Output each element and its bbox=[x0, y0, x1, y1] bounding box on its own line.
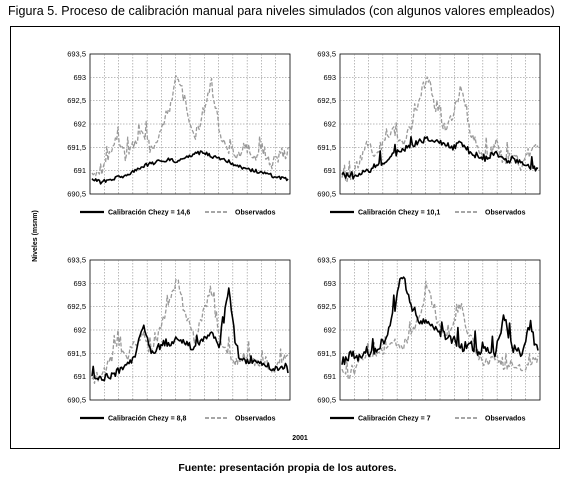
legend-observed-label: Observados bbox=[235, 210, 276, 217]
y-tick-label: 691 bbox=[73, 166, 86, 175]
series-simulated-line bbox=[91, 150, 289, 185]
legend-simulated-label: Calibración Chezy = 7 bbox=[358, 416, 431, 423]
y-tick-label: 692,5 bbox=[67, 96, 86, 105]
series-observed-line bbox=[341, 280, 539, 381]
y-tick-label: 692,5 bbox=[317, 302, 336, 311]
series-simulated-line bbox=[341, 136, 539, 180]
y-tick-label: 693 bbox=[73, 73, 86, 82]
y-tick-label: 692,5 bbox=[317, 96, 336, 105]
chart-panel-2: 693,5 693 692,5 692 691,5 691 690,5 Calibración… bbox=[317, 50, 541, 217]
y-tick-label: 690,5 bbox=[317, 396, 336, 405]
figure-frame bbox=[10, 26, 560, 449]
y-tick-label: 691,5 bbox=[67, 349, 86, 358]
y-tick-label: 692 bbox=[323, 326, 336, 335]
series-observed-line bbox=[91, 278, 289, 385]
legend-observed-label: Observados bbox=[235, 416, 276, 423]
chart-panel-1: 693,5 693 692,5 692 691,5 691 690,5 Calibración… bbox=[67, 50, 291, 217]
y-tick-label: 690,5 bbox=[67, 190, 86, 199]
chart-panel-3: 693,5 693 692,5 692 691,5 691 690,5 Calibración… bbox=[67, 256, 291, 423]
y-tick-label: 691,5 bbox=[67, 143, 86, 152]
y-tick-label: 693,5 bbox=[317, 50, 336, 59]
y-tick-label: 692 bbox=[73, 120, 86, 129]
figure-title: Figura 5. Proceso de calibración manual … bbox=[8, 4, 555, 18]
y-tick-label: 692 bbox=[73, 326, 86, 335]
legend-simulated-label: Calibración Chezy = 14,6 bbox=[108, 210, 190, 217]
y-tick-label: 692 bbox=[323, 120, 336, 129]
series-observed-line bbox=[341, 76, 539, 183]
y-tick-label: 690,5 bbox=[317, 190, 336, 199]
source-note: Fuente: presentación propia de los autor… bbox=[178, 462, 397, 474]
legend-observed-label: Observados bbox=[485, 210, 526, 217]
y-tick-label: 693 bbox=[323, 279, 336, 288]
y-tick-label: 691 bbox=[73, 372, 86, 381]
legend-observed-label: Observados bbox=[485, 416, 526, 423]
y-tick-label: 693,5 bbox=[67, 50, 86, 59]
series-simulated-line bbox=[341, 276, 539, 366]
y-tick-label: 692,5 bbox=[67, 302, 86, 311]
series-simulated-line bbox=[91, 287, 289, 382]
chart-panel-4: 693,5 693 692,5 692 691,5 691 690,5 Calibración… bbox=[317, 256, 541, 423]
y-tick-label: 691 bbox=[323, 166, 336, 175]
y-tick-label: 693,5 bbox=[317, 256, 336, 265]
y-tick-label: 691 bbox=[323, 372, 336, 381]
y-tick-label: 693 bbox=[323, 73, 336, 82]
y-tick-label: 691,5 bbox=[317, 143, 336, 152]
y-tick-label: 693 bbox=[73, 279, 86, 288]
legend-simulated-label: Calibración Chezy = 8,8 bbox=[108, 416, 186, 423]
y-tick-label: 690,5 bbox=[67, 396, 86, 405]
legend-simulated-label: Calibración Chezy = 10,1 bbox=[358, 210, 440, 217]
shared-y-axis-label: Niveles (msnm) bbox=[32, 210, 39, 262]
series-observed-line bbox=[91, 74, 289, 177]
shared-x-axis-label: 2001 bbox=[292, 435, 308, 442]
y-tick-label: 693,5 bbox=[67, 256, 86, 265]
y-tick-label: 691,5 bbox=[317, 349, 336, 358]
